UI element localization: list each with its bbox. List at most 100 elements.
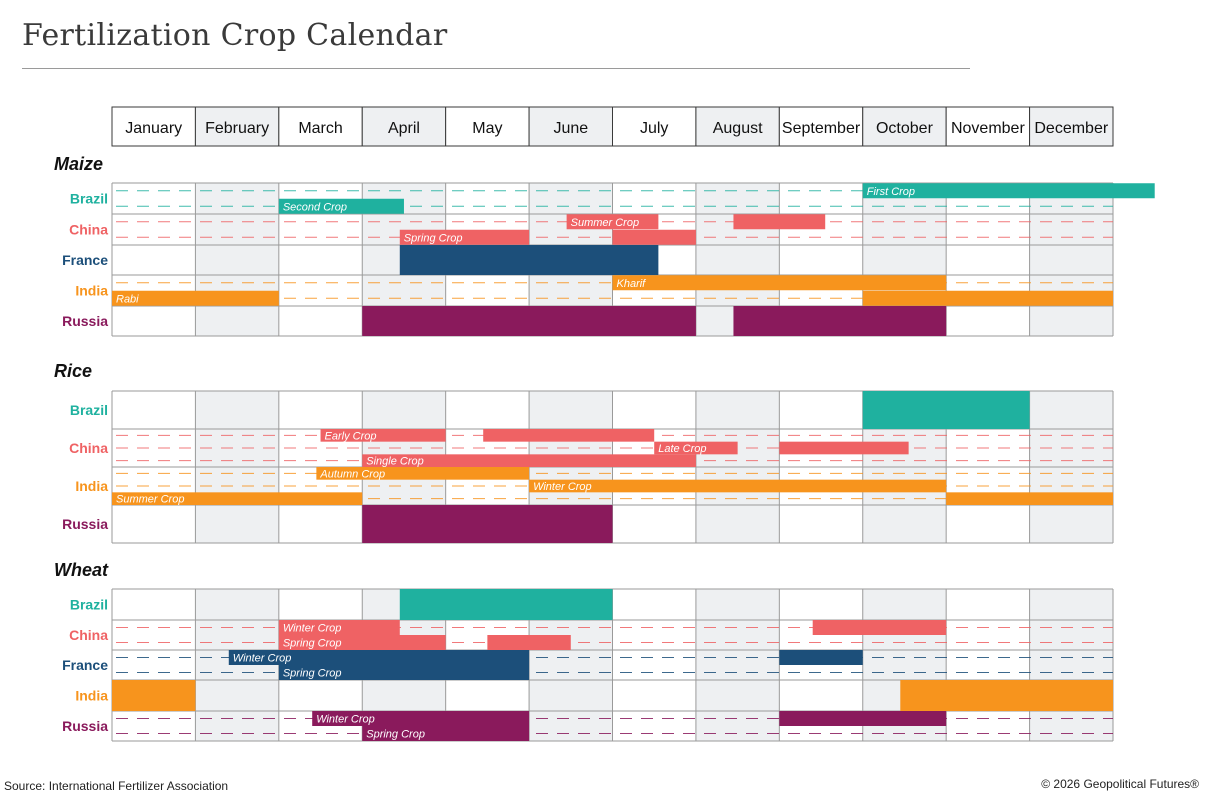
bar-label: Spring Crop [404, 232, 463, 244]
gantt-bar [320, 429, 446, 442]
month-label: June [553, 120, 588, 137]
country-label: India [75, 478, 108, 494]
gantt-bar [862, 183, 1155, 199]
bar-label: First Crop [867, 186, 915, 198]
country-label: Brazil [70, 191, 108, 207]
gantt-bar [733, 214, 826, 230]
gantt-bar [312, 711, 530, 726]
month-label: January [125, 120, 182, 137]
gantt-bar [566, 214, 659, 230]
gantt-bar [112, 680, 196, 711]
country-label: China [69, 222, 108, 238]
country-label: Russia [62, 313, 108, 329]
source-note: Source: International Fertilizer Associa… [4, 779, 229, 793]
month-header-cell [612, 106, 697, 147]
bar-label: Winter Crop [283, 623, 342, 635]
month-label: December [1034, 120, 1108, 137]
gantt-bar [779, 711, 947, 726]
month-label: March [298, 120, 342, 137]
gantt-bar [733, 306, 947, 336]
gantt-bar [316, 467, 530, 480]
bar-label: Summer Crop [116, 494, 184, 506]
bar-label: Winter Crop [233, 653, 292, 665]
gantt-bar [779, 650, 863, 665]
gantt-bar [612, 275, 947, 291]
country-label: Russia [62, 516, 108, 532]
gantt-bar [483, 429, 655, 442]
gantt-bar [362, 306, 696, 336]
month-label: July [640, 120, 668, 137]
bar-label: Spring Crop [283, 668, 342, 680]
column-shade [195, 183, 279, 336]
month-header-cell [1029, 106, 1114, 147]
column-shade [695, 589, 780, 741]
gantt-bar [362, 454, 696, 467]
country-label: China [69, 440, 108, 456]
bar-label: Autumn Crop [319, 468, 385, 480]
bar-label: Spring Crop [283, 638, 342, 650]
month-header-cell [361, 106, 447, 147]
country-label: Russia [62, 718, 108, 734]
bar-label: Summer Crop [571, 217, 639, 229]
crop-section-title: Rice [54, 361, 92, 381]
gantt-bar [654, 441, 738, 455]
month-header-cell [278, 106, 363, 147]
copyright-note: © 2026 Geopolitical Futures® [1041, 777, 1199, 791]
crop-section-title: Wheat [54, 560, 109, 580]
month-label: May [472, 120, 502, 137]
gantt-bar [362, 505, 613, 543]
country-label: Brazil [70, 597, 108, 613]
bar-label: Winter Crop [316, 714, 375, 726]
country-label: Brazil [70, 402, 108, 418]
month-header-cell [695, 106, 780, 147]
month-label: August [713, 120, 763, 137]
gantt-bar [112, 492, 363, 505]
gantt-bar [779, 441, 909, 455]
month-header-cell [945, 106, 1031, 147]
gantt-bar [399, 229, 530, 245]
country-label: France [62, 252, 108, 268]
month-label: February [205, 120, 269, 137]
gantt-bar [900, 680, 1113, 711]
month-label: April [388, 120, 420, 137]
gantt-bar [278, 665, 530, 680]
gantt-bar [228, 650, 530, 665]
chart-title: Fertilization Crop Calendar [22, 18, 448, 53]
country-label: China [69, 627, 108, 643]
gantt-bar [487, 635, 571, 650]
gantt-bar [278, 635, 446, 650]
bar-label: Rabi [116, 293, 139, 305]
bar-label: Late Crop [658, 443, 706, 455]
bar-label: Second Crop [283, 201, 347, 213]
gantt-bar [399, 245, 659, 275]
month-header-cell [445, 106, 530, 147]
country-label: India [75, 688, 108, 704]
bar-label: Spring Crop [366, 729, 425, 741]
gantt-bar [362, 726, 530, 741]
gantt-bar [529, 479, 947, 493]
title-rule [22, 68, 970, 69]
crop-section-title: Maize [54, 154, 103, 174]
gantt-bar [946, 492, 1113, 505]
gantt-bar [812, 620, 947, 635]
gantt-bar [399, 589, 613, 620]
gantt-bar [278, 620, 400, 635]
column-shade [1029, 589, 1113, 741]
gantt-bar [112, 290, 279, 306]
gantt-bar [278, 198, 404, 214]
month-header-cell [528, 106, 613, 147]
bar-label: Kharif [617, 278, 647, 290]
gantt-bar [862, 290, 1113, 306]
column-shade [1029, 183, 1113, 336]
bar-label: Winter Crop [533, 481, 592, 493]
month-header-cell [111, 106, 196, 147]
month-label: November [951, 120, 1025, 137]
month-label: September [782, 120, 861, 137]
month-label: October [876, 120, 934, 137]
bar-label: Early Crop [325, 430, 377, 442]
month-header-cell [778, 106, 864, 147]
country-label: France [62, 657, 108, 673]
country-label: India [75, 283, 108, 299]
bar-label: Single Crop [366, 456, 423, 468]
